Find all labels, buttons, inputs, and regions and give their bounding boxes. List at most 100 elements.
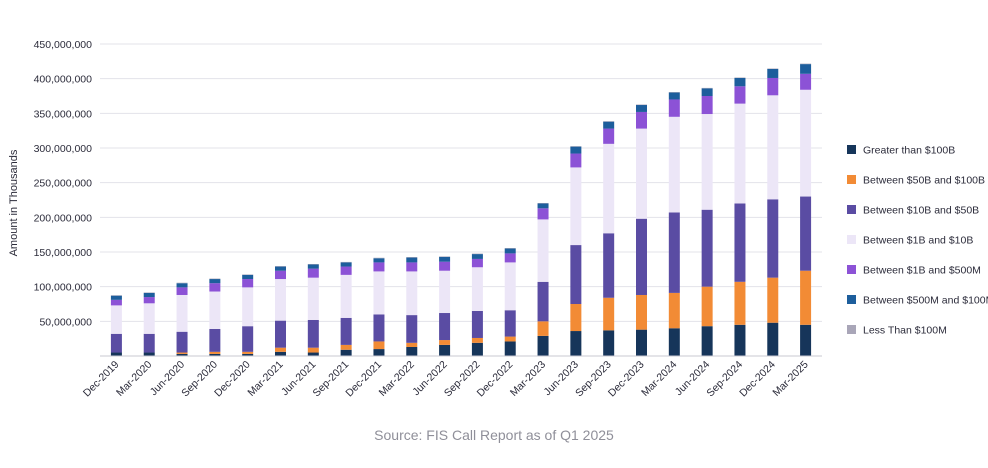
- y-tick-label: 250,000,000: [34, 178, 93, 190]
- bar-segment: [110, 299, 122, 306]
- bar-segment: [275, 266, 286, 271]
- bar-segment: [340, 262, 352, 267]
- source-note: Source: FIS Call Report as of Q1 2025: [374, 427, 614, 443]
- bar-segment: [701, 88, 713, 96]
- bar-segment: [110, 305, 122, 334]
- bar-segment: [110, 333, 122, 353]
- bar-segment: [668, 116, 680, 213]
- bar-segment: [800, 64, 812, 74]
- bar-segment: [307, 352, 319, 356]
- bar-segment: [734, 281, 746, 325]
- bar-segment: [471, 258, 483, 268]
- legend-label: Greater than $100B: [863, 145, 955, 157]
- bar-segment: [406, 346, 418, 356]
- bar-segment: [307, 264, 319, 269]
- bar-segment: [340, 266, 352, 275]
- bar-segment: [471, 337, 483, 343]
- bar-segment: [537, 219, 549, 282]
- bar-segment: [603, 121, 615, 129]
- bar-segment: [767, 77, 779, 96]
- bar-segment: [209, 283, 221, 292]
- bar-segment: [209, 328, 221, 352]
- bar-segment: [406, 271, 418, 316]
- bar-segment: [209, 353, 221, 356]
- bar-segment: [373, 262, 385, 272]
- bar-segment: [767, 322, 779, 356]
- bar-segment: [110, 295, 122, 300]
- bar-segment: [143, 297, 155, 304]
- bar-segment: [767, 68, 779, 78]
- bar-segment: [537, 208, 549, 220]
- bar-segment: [734, 86, 746, 104]
- bar-segment: [242, 353, 254, 356]
- bar-segment: [406, 342, 418, 347]
- legend-label: Between $1B and $10B: [863, 235, 973, 247]
- y-axis-ticks: 50,000,000 100,000,000 150,000,000 200,000,…: [34, 39, 93, 328]
- bar-segment: [406, 257, 418, 263]
- bar-segment: [734, 103, 746, 204]
- bar-segment: [636, 111, 647, 129]
- bar-segment: [570, 331, 582, 356]
- bar-segment: [636, 105, 647, 112]
- bar-segment: [373, 271, 385, 315]
- bar-segment: [176, 352, 188, 354]
- bar-segment: [636, 329, 647, 356]
- bar-segment: [143, 333, 155, 353]
- bar-segment: [800, 270, 812, 325]
- bar-segment: [275, 270, 286, 280]
- bar-segment: [504, 310, 516, 337]
- bar-segment: [242, 287, 254, 327]
- bar-segment: [340, 349, 352, 356]
- bar-segment: [734, 77, 746, 87]
- bar-segment: [209, 291, 221, 329]
- bar-segment: [176, 331, 188, 353]
- bar-segment: [373, 349, 385, 356]
- legend-label: Less Than $100M: [863, 325, 947, 337]
- bar-segment: [143, 303, 155, 334]
- bar-segment: [504, 248, 516, 254]
- x-tick-label: Mar-2020: [114, 359, 154, 399]
- y-tick-label: 200,000,000: [34, 212, 93, 224]
- bar-segment: [242, 351, 254, 354]
- bar-segment: [800, 196, 812, 271]
- bar-segment: [636, 128, 647, 219]
- legend-swatch: [847, 145, 856, 154]
- bar-segment: [668, 292, 680, 329]
- bar-segment: [439, 313, 451, 341]
- bar-segment: [701, 96, 713, 115]
- bar-segment: [373, 258, 385, 263]
- bar-segment: [471, 342, 483, 356]
- bar-segment: [504, 253, 516, 263]
- legend-swatch: [847, 325, 856, 334]
- bar-segment: [340, 344, 352, 350]
- bar-segment: [471, 310, 483, 338]
- legend: Greater than $100B Between $50B and $100B…: [847, 145, 988, 337]
- bar-segment: [307, 268, 319, 278]
- bar-segment: [275, 347, 286, 352]
- legend-swatch: [847, 295, 856, 304]
- y-tick-label: 450,000,000: [34, 39, 93, 51]
- bar-segment: [110, 352, 122, 356]
- bar-segment: [242, 274, 254, 280]
- bar-segment: [275, 279, 286, 321]
- bar-segment: [504, 341, 516, 356]
- bar-segment: [373, 314, 385, 342]
- bar-segment: [701, 326, 713, 356]
- bar-segment: [307, 319, 319, 348]
- bar-segment: [209, 351, 221, 354]
- bar-segment: [800, 73, 812, 90]
- bar-segment: [701, 286, 713, 327]
- bar-segment: [176, 353, 188, 356]
- bar-segment: [242, 279, 254, 288]
- y-axis-label: Amount in Thousands: [8, 149, 20, 256]
- legend-label: Between $50B and $100B: [863, 175, 985, 187]
- legend-swatch: [847, 175, 856, 184]
- y-tick-label: 400,000,000: [34, 74, 93, 86]
- bar-segment: [406, 262, 418, 272]
- bar-segment: [734, 203, 746, 282]
- bar-segment: [603, 297, 615, 331]
- bar-segment: [406, 315, 418, 343]
- bar-segment: [537, 281, 549, 322]
- bar-segment: [471, 254, 483, 259]
